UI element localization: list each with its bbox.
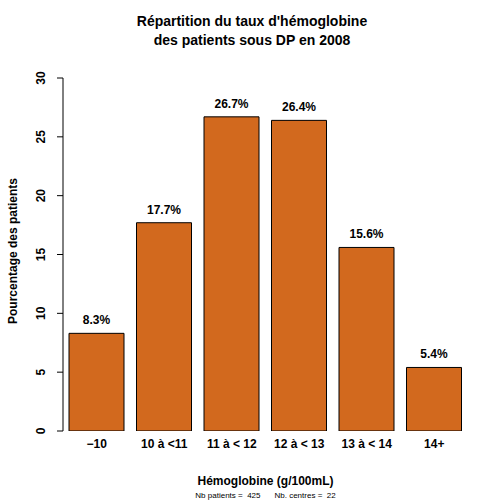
svg-text:14+: 14+ bbox=[424, 437, 444, 451]
svg-text:10 à <11: 10 à <11 bbox=[141, 437, 188, 451]
html-text:Hémoglobine (g/100mL): Hémoglobine (g/100mL) bbox=[197, 474, 334, 488]
html-text:Nb. centres = 22: Nb. centres = 22 bbox=[274, 491, 336, 500]
svg-text:30: 30 bbox=[34, 71, 48, 85]
svg-text:26.7%: 26.7% bbox=[214, 97, 248, 111]
svg-text:15: 15 bbox=[34, 248, 48, 262]
html-text:Pourcentage des patients: Pourcentage des patients bbox=[6, 178, 20, 324]
svg-text:0: 0 bbox=[34, 427, 48, 434]
svg-text:5: 5 bbox=[34, 369, 48, 376]
svg-text:−10: −10 bbox=[87, 437, 108, 451]
svg-text:11 à < 12: 11 à < 12 bbox=[207, 437, 257, 451]
html-text:des patients sous DP en 2008: des patients sous DP en 2008 bbox=[153, 32, 351, 48]
svg-text:17.7%: 17.7% bbox=[147, 203, 181, 217]
svg-text:15.6%: 15.6% bbox=[349, 227, 383, 241]
svg-text:12 à < 13: 12 à < 13 bbox=[274, 437, 325, 451]
html-text:Répartition du taux d'hémoglob: Répartition du taux d'hémoglobine bbox=[136, 13, 368, 29]
svg-text:5.4%: 5.4% bbox=[420, 347, 448, 361]
svg-text:13 à < 14: 13 à < 14 bbox=[342, 437, 393, 451]
html-text:Nb patients = 425: Nb patients = 425 bbox=[195, 491, 261, 500]
svg-text:25: 25 bbox=[34, 130, 48, 144]
svg-text:10: 10 bbox=[34, 306, 48, 320]
svg-text:8.3%: 8.3% bbox=[83, 313, 111, 327]
svg-text:26.4%: 26.4% bbox=[282, 100, 316, 114]
svg-text:20: 20 bbox=[34, 189, 48, 203]
